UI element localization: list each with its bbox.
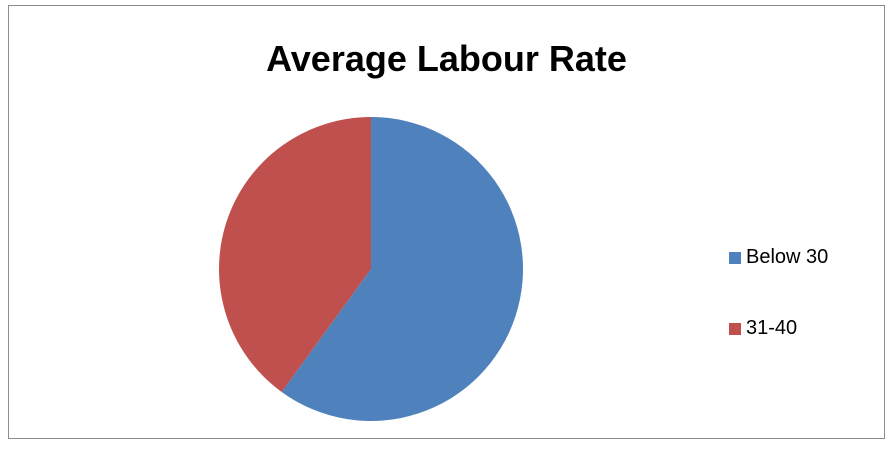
legend-swatch [729, 251, 741, 264]
legend-swatch [729, 322, 741, 335]
chart-title: Average Labour Rate [266, 38, 627, 79]
pie-slice-31-40 [219, 117, 371, 392]
legend-item: 31-40 [729, 317, 797, 340]
pie-slice-below-30 [281, 117, 523, 421]
pie-chart [219, 117, 523, 421]
chart-area: Average Labour Rate Below 30 31-40 [8, 5, 885, 439]
legend-label: Below 30 [746, 246, 829, 268]
legend-label: 31-40 [746, 317, 798, 339]
legend-item: Below 30 [729, 246, 828, 269]
